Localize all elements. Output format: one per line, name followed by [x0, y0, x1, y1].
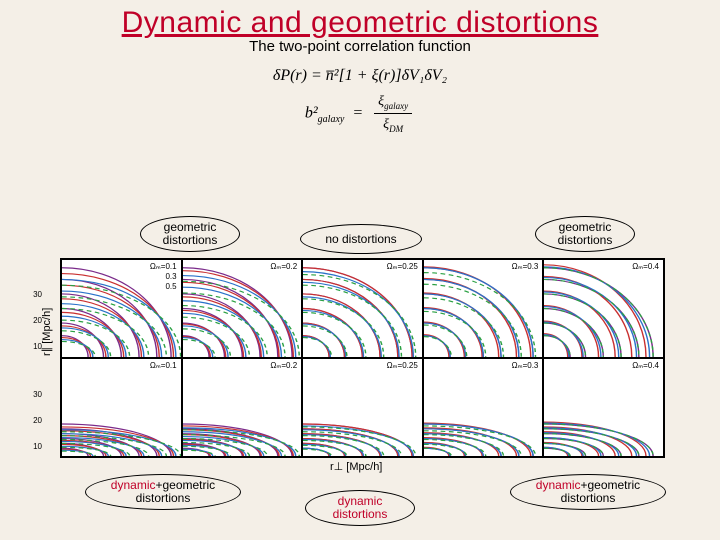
panel-plot — [183, 260, 302, 357]
label-oval-top-center: no distortions — [300, 224, 422, 254]
panel-annotation: Ωₘ=0.1 — [150, 262, 177, 271]
panel-annotation: Ωₘ=0.25 — [387, 361, 418, 370]
label-oval-bottom-right: dynamic+geometric distortions — [510, 474, 666, 510]
eq2-lhs: b² — [305, 104, 318, 121]
panel-annotation: 0.3 — [165, 272, 176, 281]
panel-plot — [62, 359, 181, 456]
equations-block: δP(r) = n̅²[1 + ξ(r)]δV₁δV₂ b²galaxy = ξ… — [0, 63, 720, 136]
panel-plot — [544, 260, 663, 357]
eq2-fraction: ξgalaxy ξDM — [374, 91, 412, 137]
eq2-lhs-sub: galaxy — [318, 113, 345, 124]
chart-panel: Ωₘ=0.1 — [61, 358, 182, 457]
panel-annotation: Ωₘ=0.1 — [150, 361, 177, 370]
panel-annotation: Ωₘ=0.4 — [632, 361, 659, 370]
panel-annotation: 0.5 — [165, 282, 176, 291]
panel-plot — [303, 359, 422, 456]
chart-panel: Ωₘ=0.2 — [182, 358, 303, 457]
label-oval-bottom-left: dynamic+geometric distortions — [85, 474, 241, 510]
x-axis-label: r⊥ [Mpc/h] — [330, 460, 382, 473]
panel-annotation: Ωₘ=0.3 — [512, 361, 539, 370]
panel-annotation: Ωₘ=0.2 — [270, 262, 297, 271]
panel-plot — [424, 260, 543, 357]
panel-plot — [544, 359, 663, 456]
chart-panel: Ωₘ=0.3 — [423, 259, 544, 358]
chart-panel: Ωₘ=0.25 — [302, 358, 423, 457]
panel-annotation: Ωₘ=0.4 — [632, 262, 659, 271]
label-oval-top-right: geometric distortions — [535, 216, 635, 252]
chart-panel: Ωₘ=0.10.30.5 — [61, 259, 182, 358]
panel-plot — [183, 359, 302, 456]
page-title: Dynamic and geometric distortions — [0, 0, 720, 40]
chart-panel: Ωₘ=0.4 — [543, 358, 664, 457]
panel-annotation: Ωₘ=0.2 — [270, 361, 297, 370]
page-subtitle: The two-point correlation function — [0, 38, 720, 55]
panel-annotation: Ωₘ=0.3 — [512, 262, 539, 271]
panel-plot — [424, 359, 543, 456]
chart-panel: Ωₘ=0.2 — [182, 259, 303, 358]
chart-panel: Ωₘ=0.3 — [423, 358, 544, 457]
chart-grid: Ωₘ=0.10.30.5Ωₘ=0.2Ωₘ=0.25Ωₘ=0.3Ωₘ=0.4Ωₘ=… — [60, 258, 665, 458]
panel-annotation: Ωₘ=0.25 — [387, 262, 418, 271]
equation-1: δP(r) = n̅²[1 + ξ(r)]δV₁δV₂ — [0, 63, 720, 89]
panel-plot — [303, 260, 422, 357]
chart-panel: Ωₘ=0.25 — [302, 259, 423, 358]
label-oval-top-left: geometric distortions — [140, 216, 240, 252]
chart-panel: Ωₘ=0.4 — [543, 259, 664, 358]
panel-plot — [62, 260, 181, 357]
label-oval-bottom-center: dynamic distortions — [305, 490, 415, 526]
equation-2: b²galaxy = ξgalaxy ξDM — [0, 91, 720, 137]
